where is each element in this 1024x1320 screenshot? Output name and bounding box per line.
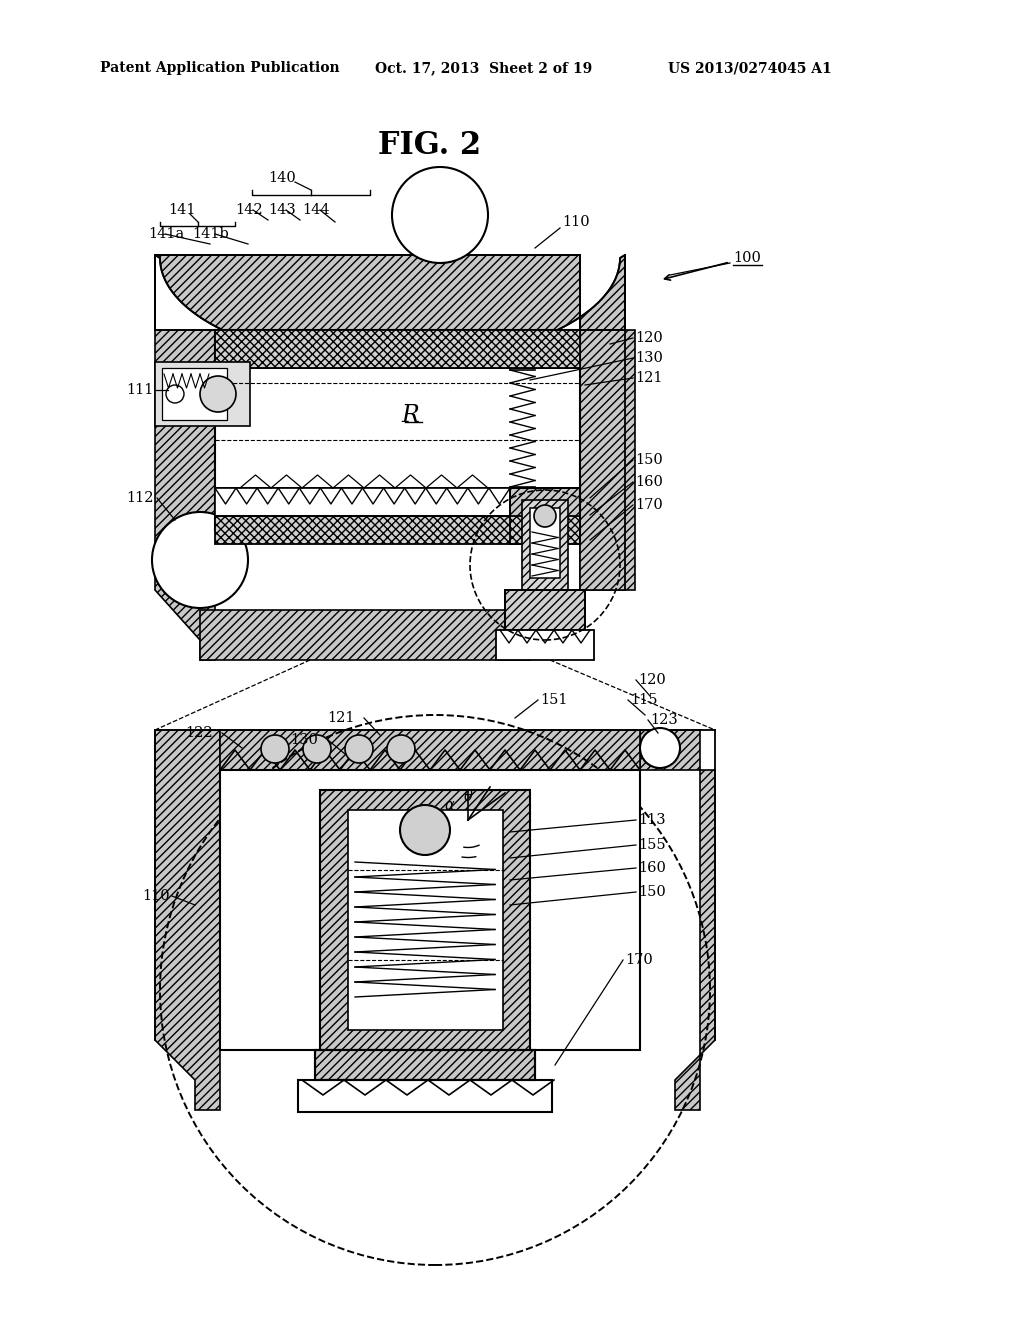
Text: 170: 170	[625, 953, 652, 968]
Text: 170: 170	[635, 498, 663, 512]
Text: $\alpha$: $\alpha$	[444, 799, 456, 813]
Circle shape	[261, 735, 289, 763]
Bar	[505, 590, 585, 630]
Polygon shape	[510, 488, 580, 544]
Polygon shape	[155, 730, 220, 1110]
Text: 155: 155	[638, 838, 666, 851]
Bar	[315, 1049, 535, 1080]
Circle shape	[392, 168, 488, 263]
Polygon shape	[200, 610, 530, 660]
Text: 120: 120	[638, 673, 666, 686]
Text: Patent Application Publication: Patent Application Publication	[100, 61, 340, 75]
Bar	[530, 508, 560, 578]
Circle shape	[303, 735, 331, 763]
Text: 141b: 141b	[193, 227, 228, 242]
Text: 144: 144	[302, 203, 330, 216]
Circle shape	[152, 512, 248, 609]
Bar	[496, 630, 594, 660]
Text: 121: 121	[327, 711, 354, 725]
Circle shape	[534, 506, 556, 527]
Text: 122: 122	[185, 726, 213, 741]
Bar	[298, 1080, 552, 1111]
Text: 110: 110	[562, 215, 590, 228]
Text: R: R	[401, 404, 419, 426]
Text: FIG. 2: FIG. 2	[379, 129, 481, 161]
Text: 143: 143	[268, 203, 296, 216]
Bar	[348, 810, 503, 1030]
Bar	[155, 362, 250, 426]
Polygon shape	[155, 330, 215, 660]
Text: 110: 110	[142, 888, 170, 903]
Text: $\theta$: $\theta$	[463, 788, 473, 804]
Text: 142: 142	[234, 203, 262, 216]
Text: 120: 120	[635, 331, 663, 345]
Text: 123: 123	[650, 713, 678, 727]
Text: 150: 150	[635, 453, 663, 467]
Circle shape	[345, 735, 373, 763]
Text: 115: 115	[630, 693, 657, 708]
Bar	[522, 500, 568, 590]
Bar	[162, 368, 227, 420]
Text: 141: 141	[168, 203, 196, 216]
Polygon shape	[580, 330, 625, 590]
Bar	[215, 368, 580, 488]
Text: 121: 121	[635, 371, 663, 385]
Text: 150: 150	[638, 884, 666, 899]
Bar	[319, 789, 530, 1049]
Polygon shape	[220, 730, 640, 770]
Polygon shape	[640, 730, 715, 1110]
Polygon shape	[580, 330, 635, 590]
Bar	[505, 590, 585, 630]
Circle shape	[400, 805, 450, 855]
Text: 160: 160	[635, 475, 663, 488]
Text: 140: 140	[268, 172, 296, 185]
Text: 151: 151	[540, 693, 567, 708]
Text: 111: 111	[126, 383, 154, 397]
Polygon shape	[155, 255, 625, 363]
Text: 160: 160	[638, 861, 666, 875]
Circle shape	[640, 729, 680, 768]
Text: 112: 112	[126, 491, 154, 506]
Bar	[315, 1049, 535, 1080]
Circle shape	[200, 376, 236, 412]
Bar	[215, 488, 510, 516]
Bar	[215, 516, 580, 544]
Bar	[220, 770, 640, 1049]
Circle shape	[166, 385, 184, 403]
Text: 130: 130	[635, 351, 663, 366]
Text: 141a: 141a	[148, 227, 184, 242]
Bar	[510, 488, 580, 544]
Text: 130: 130	[290, 733, 317, 747]
Text: 100: 100	[733, 251, 761, 265]
Text: 113: 113	[638, 813, 666, 828]
Text: US 2013/0274045 A1: US 2013/0274045 A1	[668, 61, 831, 75]
Circle shape	[387, 735, 415, 763]
Bar	[215, 330, 580, 368]
Text: Oct. 17, 2013  Sheet 2 of 19: Oct. 17, 2013 Sheet 2 of 19	[375, 61, 592, 75]
